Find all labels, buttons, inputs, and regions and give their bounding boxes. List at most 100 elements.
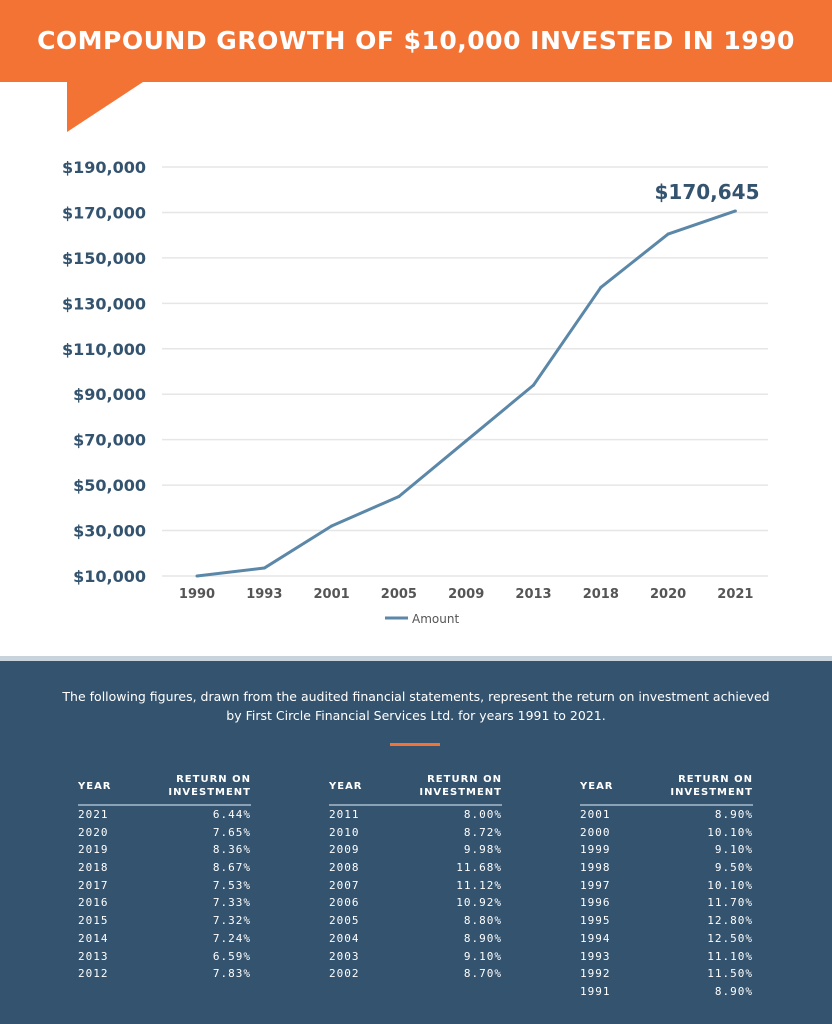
banner-tab <box>67 82 143 132</box>
table-row: 1998 9.50% <box>580 859 753 877</box>
year-cell: 1995 <box>580 914 611 928</box>
data-point <box>532 383 535 387</box>
roi-cell: 7.24% <box>212 931 251 945</box>
year-cell: 1993 <box>580 949 611 963</box>
table-row: 1997 10.10% <box>580 877 753 895</box>
year-cell: 2006 <box>329 896 360 910</box>
roi-cell: 11.70% <box>707 896 753 910</box>
table-row: 1993 11.10% <box>580 948 753 966</box>
table-row: 2013 6.59% <box>78 948 251 966</box>
table-row: 2001 8.90% <box>580 806 753 824</box>
growth-line-chart: $10,000 $30,000 $50,000 $70,000 $90,000 $110,… <box>62 158 768 626</box>
roi-header: RETURN ON INVESTMENT <box>670 774 753 798</box>
table-row: 2015 7.32% <box>78 912 251 930</box>
roi-table-2: YEAR RETURN ON INVESTMENT 2011 8.00% 2010 8.72… <box>329 771 502 983</box>
roi-cell: 7.32% <box>212 914 251 928</box>
year-header: YEAR <box>78 780 112 792</box>
table-row: 2019 8.36% <box>78 841 251 859</box>
x-tick-label: 1990 <box>179 587 215 602</box>
roi-cell: 6.59% <box>212 949 251 963</box>
year-cell: 1997 <box>580 878 611 892</box>
year-cell: 1992 <box>580 967 611 981</box>
y-tick-label: $30,000 <box>73 522 146 541</box>
roi-cell: 10.92% <box>456 896 502 910</box>
table-row: 1996 11.70% <box>580 894 753 912</box>
year-cell: 2020 <box>78 825 109 839</box>
roi-cell: 8.90% <box>714 808 753 821</box>
year-cell: 1998 <box>580 861 611 875</box>
accent-divider <box>390 743 440 746</box>
x-tick-label: 2013 <box>515 587 551 602</box>
year-cell: 2019 <box>78 843 109 857</box>
table-row: 2010 8.72% <box>329 824 502 842</box>
year-cell: 2011 <box>329 808 360 821</box>
roi-cell: 7.33% <box>212 896 251 910</box>
year-cell: 2015 <box>78 914 109 928</box>
roi-table-3: YEAR RETURN ON INVESTMENT 2001 8.90% 2000 10.1… <box>580 771 753 1001</box>
roi-cell: 10.10% <box>707 825 753 839</box>
table-row: 1994 12.50% <box>580 930 753 948</box>
table-row: 2002 8.70% <box>329 965 502 983</box>
year-cell: 2012 <box>78 967 109 981</box>
data-point <box>599 285 603 289</box>
roi-cell: 7.65% <box>212 825 251 839</box>
returns-panel: The following figures, drawn from the au… <box>0 656 832 1024</box>
year-cell: 1999 <box>580 843 611 857</box>
y-tick-label: $10,000 <box>73 567 146 586</box>
x-tick-label: 1993 <box>246 587 282 602</box>
roi-cell: 11.10% <box>707 949 753 963</box>
year-cell: 2004 <box>329 931 360 945</box>
year-cell: 2001 <box>580 808 611 821</box>
y-tick-label: $90,000 <box>73 385 146 404</box>
data-point <box>262 566 266 570</box>
data-point <box>397 494 401 498</box>
roi-cell: 11.12% <box>456 878 502 892</box>
y-tick-label: $170,000 <box>62 203 146 222</box>
roi-cell: 8.36% <box>212 843 251 857</box>
data-point <box>330 524 334 528</box>
table-row: 2005 8.80% <box>329 912 502 930</box>
roi-cell: 6.44% <box>212 808 251 821</box>
table-row: 2000 10.10% <box>580 824 753 842</box>
roi-table-1: YEAR RETURN ON INVESTMENT 2021 6.44% 2020 7.65… <box>78 771 251 983</box>
table-row: 1992 11.50% <box>580 965 753 983</box>
x-tick-label: 2009 <box>448 587 484 602</box>
y-tick-label: $50,000 <box>73 476 146 495</box>
roi-cell: 12.80% <box>707 914 753 928</box>
year-cell: 1996 <box>580 896 611 910</box>
table-row: 2020 7.65% <box>78 824 251 842</box>
roi-cell: 11.50% <box>707 967 753 981</box>
table-row: 2016 7.33% <box>78 894 251 912</box>
roi-cell: 9.10% <box>714 843 753 857</box>
table-row: 2014 7.24% <box>78 930 251 948</box>
table-row: 2004 8.90% <box>329 930 502 948</box>
roi-header: RETURN ON INVESTMENT <box>168 774 251 798</box>
table-row: 2007 11.12% <box>329 877 502 895</box>
year-cell: 2018 <box>78 861 109 875</box>
table-header: YEAR RETURN ON INVESTMENT <box>580 771 753 806</box>
y-tick-label: $130,000 <box>62 294 146 313</box>
x-tick-label: 2005 <box>381 587 417 602</box>
year-cell: 2017 <box>78 878 109 892</box>
table-row: 2021 6.44% <box>78 806 251 824</box>
year-cell: 2016 <box>78 896 109 910</box>
roi-header: RETURN ON INVESTMENT <box>419 774 502 798</box>
roi-cell: 7.83% <box>212 967 251 981</box>
x-tick-label: 2021 <box>717 587 753 602</box>
year-cell: 2007 <box>329 878 360 892</box>
year-cell: 2002 <box>329 967 360 981</box>
table-header: YEAR RETURN ON INVESTMENT <box>329 771 502 806</box>
y-tick-label: $110,000 <box>62 340 146 359</box>
intro-text: The following figures, drawn from the au… <box>62 689 770 723</box>
roi-cell: 10.10% <box>707 878 753 892</box>
roi-cell: 8.67% <box>212 861 251 875</box>
year-cell: 2010 <box>329 825 360 839</box>
table-row: 2008 11.68% <box>329 859 502 877</box>
year-cell: 2005 <box>329 914 360 928</box>
end-value-label: $170,645 <box>654 180 759 204</box>
x-tick-label: 2001 <box>314 587 350 602</box>
roi-cell: 8.80% <box>463 914 502 928</box>
legend-label: Amount <box>412 612 459 626</box>
year-cell: 2014 <box>78 931 109 945</box>
year-cell: 1994 <box>580 931 611 945</box>
